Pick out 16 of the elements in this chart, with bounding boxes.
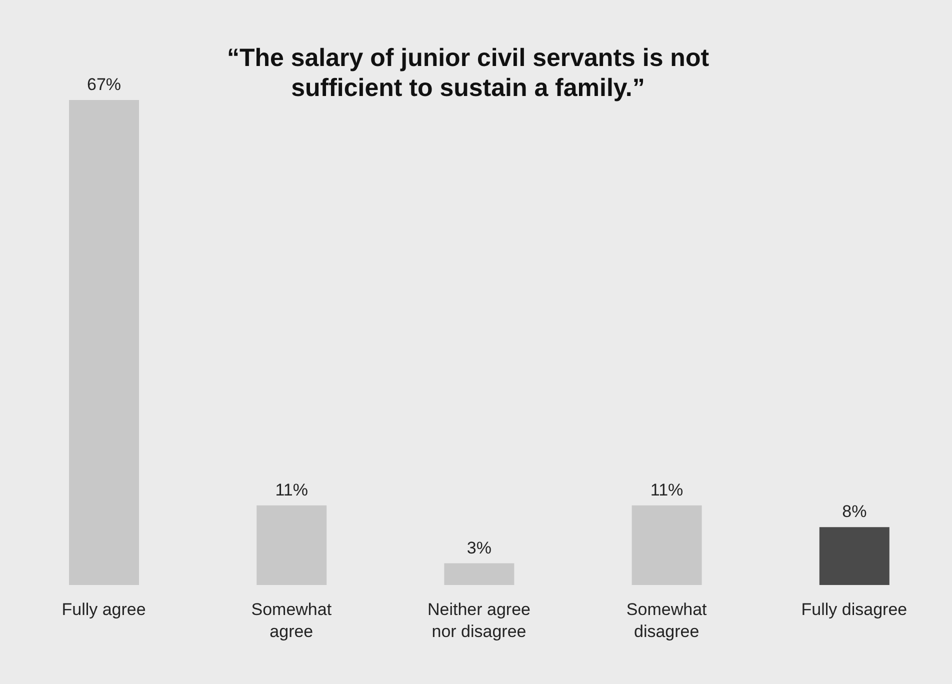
bar [444, 563, 514, 585]
x-tick-label: Neither agree nor disagree [427, 600, 531, 641]
data-label: 67% [86, 75, 122, 94]
x-tick-label: Somewhat disagree [626, 600, 708, 641]
x-tick-label: Fully disagree [801, 600, 908, 619]
bar [632, 505, 702, 585]
chart-title: “The salary of junior civil servants is not sufficient to sustain a family.” [226, 44, 710, 102]
bar [69, 100, 139, 585]
data-label: 11% [650, 480, 684, 500]
data-label: 3% [466, 538, 492, 558]
x-tick-label: Fully agree [62, 600, 146, 619]
bar [819, 527, 890, 585]
data-label: 11% [275, 480, 308, 500]
data-label: 8% [842, 502, 867, 522]
bar [256, 505, 327, 585]
x-tick-label: Somewhat agree [251, 600, 332, 641]
